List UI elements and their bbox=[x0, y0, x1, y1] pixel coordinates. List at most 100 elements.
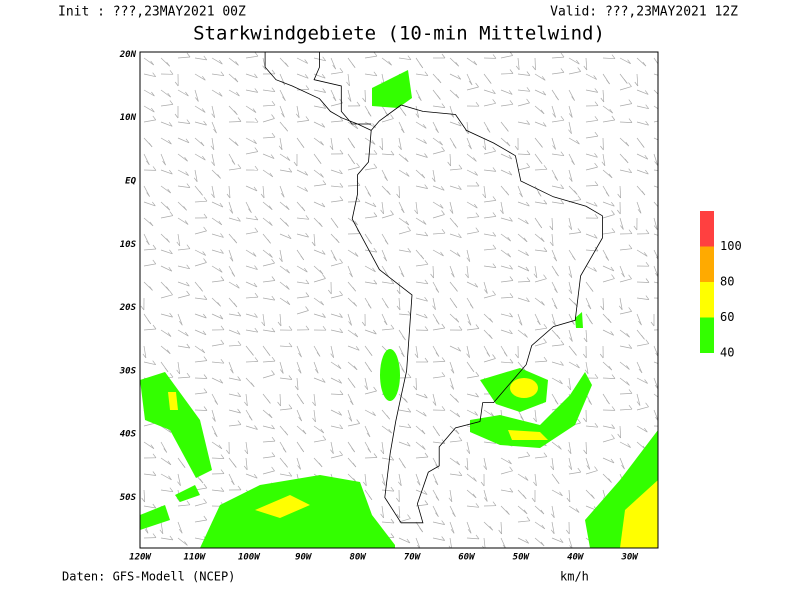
wind-area bbox=[620, 480, 658, 548]
wind-barb bbox=[320, 140, 324, 146]
wind-barb bbox=[543, 199, 548, 205]
wind-barb bbox=[296, 89, 310, 91]
wind-barb bbox=[203, 356, 208, 361]
init-time: Init : ???,23MAY2021 00Z bbox=[58, 5, 246, 20]
wind-barb bbox=[159, 529, 164, 535]
wind-barb bbox=[534, 168, 548, 171]
wind-barb bbox=[398, 169, 410, 177]
wind-barb bbox=[663, 326, 666, 330]
wind-barb bbox=[347, 393, 354, 405]
wind-barb bbox=[381, 137, 383, 151]
wind-barb bbox=[653, 393, 658, 398]
wind-barb bbox=[520, 416, 524, 421]
wind-barb bbox=[517, 329, 528, 338]
wind-barb bbox=[589, 319, 593, 325]
wind-barb bbox=[566, 529, 570, 535]
wind-barb bbox=[435, 320, 440, 325]
wind-barb bbox=[607, 318, 612, 324]
wind-barb bbox=[449, 473, 462, 476]
wind-barb bbox=[194, 121, 207, 126]
wind-barb bbox=[500, 103, 513, 107]
wind-barb bbox=[160, 137, 172, 145]
wind-barb bbox=[415, 105, 420, 118]
wind-barb bbox=[314, 368, 319, 374]
wind-barb bbox=[320, 300, 324, 306]
wind-barb bbox=[526, 516, 531, 522]
wind-barb bbox=[319, 222, 323, 227]
wind-barb bbox=[567, 449, 572, 455]
wind-barb bbox=[500, 153, 513, 160]
wind-barb bbox=[390, 150, 395, 156]
wind-barb bbox=[279, 345, 293, 348]
wind-barb bbox=[662, 74, 665, 78]
wind-barb bbox=[509, 217, 513, 222]
legend-label: 40 bbox=[720, 346, 734, 360]
wind-barb bbox=[560, 361, 564, 366]
wind-barb bbox=[390, 533, 395, 538]
wind-barb bbox=[385, 303, 389, 309]
wind-barb bbox=[569, 545, 572, 548]
wind-barb bbox=[500, 201, 504, 214]
wind-barb bbox=[577, 467, 582, 473]
wind-barb bbox=[142, 353, 147, 359]
wind-barb bbox=[560, 340, 565, 345]
wind-barb bbox=[254, 327, 259, 333]
wind-barb bbox=[466, 409, 478, 416]
wind-barb bbox=[492, 54, 497, 59]
wind-barb bbox=[211, 313, 224, 320]
wind-barb bbox=[594, 213, 599, 219]
wind-area bbox=[200, 475, 395, 548]
wind-barb bbox=[626, 332, 630, 338]
wind-barb bbox=[211, 105, 216, 118]
wind-barb bbox=[152, 453, 157, 459]
wind-barb bbox=[424, 153, 428, 158]
wind-barb bbox=[373, 149, 378, 155]
wind-barb bbox=[347, 217, 358, 226]
wind-barb bbox=[550, 465, 554, 471]
wind-barb bbox=[492, 501, 497, 506]
wind-barb bbox=[220, 71, 225, 76]
wind-barb bbox=[602, 119, 615, 123]
wind-barb bbox=[437, 78, 442, 84]
wind-barb bbox=[311, 241, 316, 247]
wind-barb bbox=[555, 271, 559, 277]
wind-barb bbox=[636, 169, 649, 175]
lon-label: 100W bbox=[238, 553, 261, 563]
wind-barb bbox=[160, 521, 164, 534]
wind-barb bbox=[534, 233, 545, 242]
wind-barb bbox=[152, 201, 156, 207]
wind-barb bbox=[228, 393, 241, 397]
wind-barb bbox=[509, 466, 513, 472]
wind-barb bbox=[414, 353, 419, 359]
wind-barb bbox=[628, 307, 632, 312]
wind-barb bbox=[466, 201, 478, 209]
wind-barb bbox=[335, 238, 340, 244]
wind-barb bbox=[568, 105, 573, 118]
wind-barb bbox=[415, 217, 427, 225]
wind-barb bbox=[364, 390, 377, 395]
wind-barb bbox=[653, 153, 658, 166]
wind-barb bbox=[285, 205, 290, 210]
wind-barb bbox=[177, 329, 189, 337]
wind-barb bbox=[543, 274, 547, 279]
wind-barb bbox=[177, 361, 181, 374]
wind-barb bbox=[474, 411, 478, 416]
wind-barb bbox=[492, 89, 496, 94]
wind-barb bbox=[587, 304, 592, 310]
wind-barb bbox=[551, 537, 564, 543]
wind-barb bbox=[296, 457, 301, 470]
lon-label: 80W bbox=[349, 553, 367, 563]
wind-barb bbox=[474, 171, 478, 176]
wind-barb bbox=[184, 220, 189, 225]
wind-barb bbox=[420, 254, 425, 260]
wind-barb bbox=[619, 278, 632, 283]
legend-label: 80 bbox=[720, 275, 734, 289]
wind-barb bbox=[347, 329, 359, 338]
wind-barb bbox=[254, 265, 258, 270]
wind-barb bbox=[177, 473, 181, 486]
wind-barb bbox=[373, 279, 378, 285]
wind-barb bbox=[356, 101, 361, 107]
wind-barb bbox=[313, 137, 324, 146]
wind-barb bbox=[466, 137, 472, 150]
wind-barb bbox=[250, 351, 254, 356]
